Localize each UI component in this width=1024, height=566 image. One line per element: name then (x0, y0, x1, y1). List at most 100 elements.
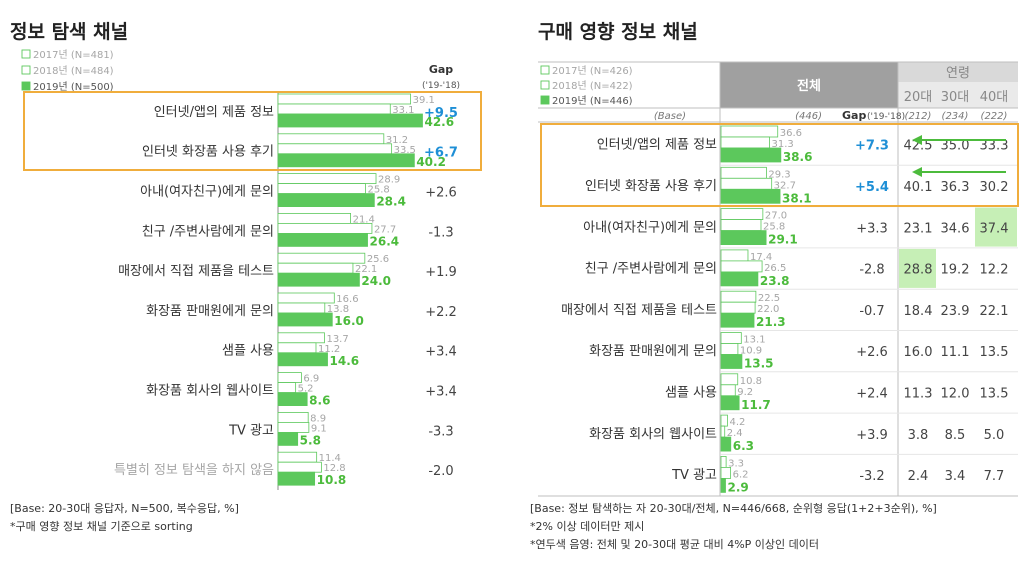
right-category-label: 화장품 회사의 웹사이트 (589, 427, 717, 442)
left-bar-2017 (277, 292, 335, 304)
left-value-label: 42.6 (424, 115, 454, 129)
right-value-label: 2.9 (727, 480, 748, 494)
right-value-label: 29.3 (768, 169, 790, 180)
right-gap-value: -0.7 (859, 304, 884, 319)
right-base-total: (446) (795, 111, 822, 122)
right-legend-swatch-2018 (540, 80, 550, 90)
right-age-value: 34.6 (941, 221, 970, 236)
right-shaded-cells (899, 207, 1017, 288)
right-legend: 2017년 (N=426) 2018년 (N=422) 2019년 (N=446… (540, 65, 633, 107)
left-legend-2017: 2017년 (N=481) (33, 49, 114, 61)
right-value-label: 25.8 (763, 222, 785, 233)
right-bar-2019 (720, 312, 755, 328)
left-bar-2017 (277, 411, 309, 423)
right-gap-value: -2.8 (859, 263, 884, 278)
right-value-label: 6.3 (733, 439, 754, 453)
right-header-age-40: 40대 (980, 90, 1009, 105)
right-bar-2019 (720, 436, 732, 452)
right-age-value: 35.0 (941, 139, 970, 154)
right-header-age-30: 30대 (941, 90, 970, 105)
left-bar-2018 (277, 103, 391, 115)
left-bar-2017 (277, 133, 385, 145)
left-footnote-1: [Base: 20-30대 응답자, N=500, 복수응답, %] (10, 502, 239, 515)
right-bar-2018 (720, 136, 770, 149)
left-category-label: 매장에서 직접 제품을 테스트 (118, 264, 274, 279)
left-value-label: 5.8 (300, 433, 321, 447)
right-chart-rows: 인터넷/앱의 제품 정보 36.631.338.6 +7.3 42.5 35.0 33.3… (561, 125, 1018, 494)
right-gap-subtitle: ('19-'18) (867, 112, 905, 122)
right-age-value: 3.4 (945, 469, 966, 484)
left-bar-2019 (277, 431, 299, 446)
right-age-value: 11.1 (941, 345, 970, 360)
right-bar-2018 (720, 466, 732, 479)
right-gap-value: +7.3 (855, 139, 889, 154)
right-bar-2017 (720, 455, 727, 468)
left-value-label: 16.0 (334, 314, 364, 328)
right-header-agegroups-cell (898, 82, 1018, 108)
left-bar-2017 (277, 332, 325, 344)
right-age-value: 7.7 (984, 469, 1005, 484)
right-bar-2017 (720, 125, 779, 138)
right-legend-swatch-2017 (540, 65, 550, 75)
right-bar-2019 (720, 230, 767, 246)
left-gap-value: +3.4 (425, 345, 457, 360)
right-value-label: 10.8 (740, 376, 762, 387)
right-age-value: 13.5 (980, 345, 1009, 360)
right-bar-2019 (720, 271, 759, 287)
right-value-label: 22.5 (758, 293, 780, 304)
right-value-label: 26.5 (764, 263, 786, 274)
right-value-label: 32.7 (774, 180, 796, 191)
left-gap-subtitle: ('19-'18) (422, 81, 460, 91)
left-gap-value: +2.6 (425, 186, 457, 201)
right-age-value: 37.4 (980, 221, 1009, 236)
left-legend-swatch-2018 (21, 65, 31, 75)
left-value-label: 14.6 (330, 354, 360, 368)
right-gap-value: +5.4 (855, 180, 889, 195)
right-highlight-box (540, 123, 1019, 207)
left-value-label: 8.6 (309, 394, 330, 408)
right-header-age: 연령 (946, 66, 970, 81)
right-header-total-cell (720, 62, 898, 108)
left-value-label: 11.2 (318, 344, 340, 355)
right-category-label: 화장품 판매원에게 문의 (589, 344, 717, 359)
right-value-label: 17.4 (750, 252, 772, 263)
left-gap-value: +6.7 (424, 146, 458, 161)
left-value-label: 21.4 (353, 214, 375, 225)
left-category-label: TV 광고 (228, 423, 274, 438)
left-category-label: 특별히 정보 탐색을 하지 않음 (114, 463, 274, 478)
left-category-label: 아내(여자친구)에게 문의 (140, 185, 274, 200)
left-value-label: 12.8 (323, 463, 345, 474)
right-age-value: 30.2 (980, 180, 1009, 195)
right-footnote-1: [Base: 정보 탐색하는 자 20-30대/전체, N=446/668, 순… (530, 501, 937, 515)
right-age-value: 16.0 (904, 345, 933, 360)
right-base-age-40: (222) (981, 111, 1008, 122)
left-value-label: 6.9 (303, 374, 319, 385)
left-value-label: 22.1 (355, 264, 377, 275)
left-bar-2017 (277, 93, 412, 105)
right-bar-2018 (720, 301, 756, 314)
left-bar-2019 (277, 232, 368, 247)
right-category-label: 매장에서 직접 제품을 테스트 (561, 303, 717, 318)
right-bar-2017 (720, 373, 739, 386)
right-bar-2018 (720, 384, 736, 397)
left-bar-2019 (277, 153, 415, 168)
left-value-label: 25.8 (368, 185, 390, 196)
left-bar-2019 (277, 272, 360, 287)
right-age-value: 2.4 (908, 469, 929, 484)
left-bar-2017 (277, 212, 351, 224)
left-bar-2017 (277, 173, 377, 185)
right-header-total: 전체 (797, 78, 821, 94)
right-value-label: 23.8 (760, 274, 790, 288)
right-value-label: 9.2 (737, 387, 753, 398)
left-value-label: 8.9 (310, 413, 326, 424)
right-age-value: 19.2 (941, 263, 970, 278)
left-value-label: 25.6 (367, 254, 389, 265)
left-category-label: 화장품 판매원에게 문의 (146, 304, 274, 319)
left-value-label: 28.9 (378, 175, 400, 186)
right-category-label: 인터넷/앱의 제품 정보 (597, 138, 717, 153)
right-age-value: 5.0 (984, 428, 1005, 443)
left-value-label: 13.7 (326, 334, 348, 345)
left-bar-2019 (277, 113, 423, 128)
left-value-label: 39.1 (413, 95, 435, 106)
right-value-label: 3.3 (728, 458, 744, 469)
